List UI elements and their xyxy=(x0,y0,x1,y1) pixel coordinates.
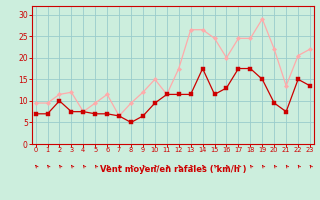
X-axis label: Vent moyen/en rafales ( km/h ): Vent moyen/en rafales ( km/h ) xyxy=(100,165,246,174)
